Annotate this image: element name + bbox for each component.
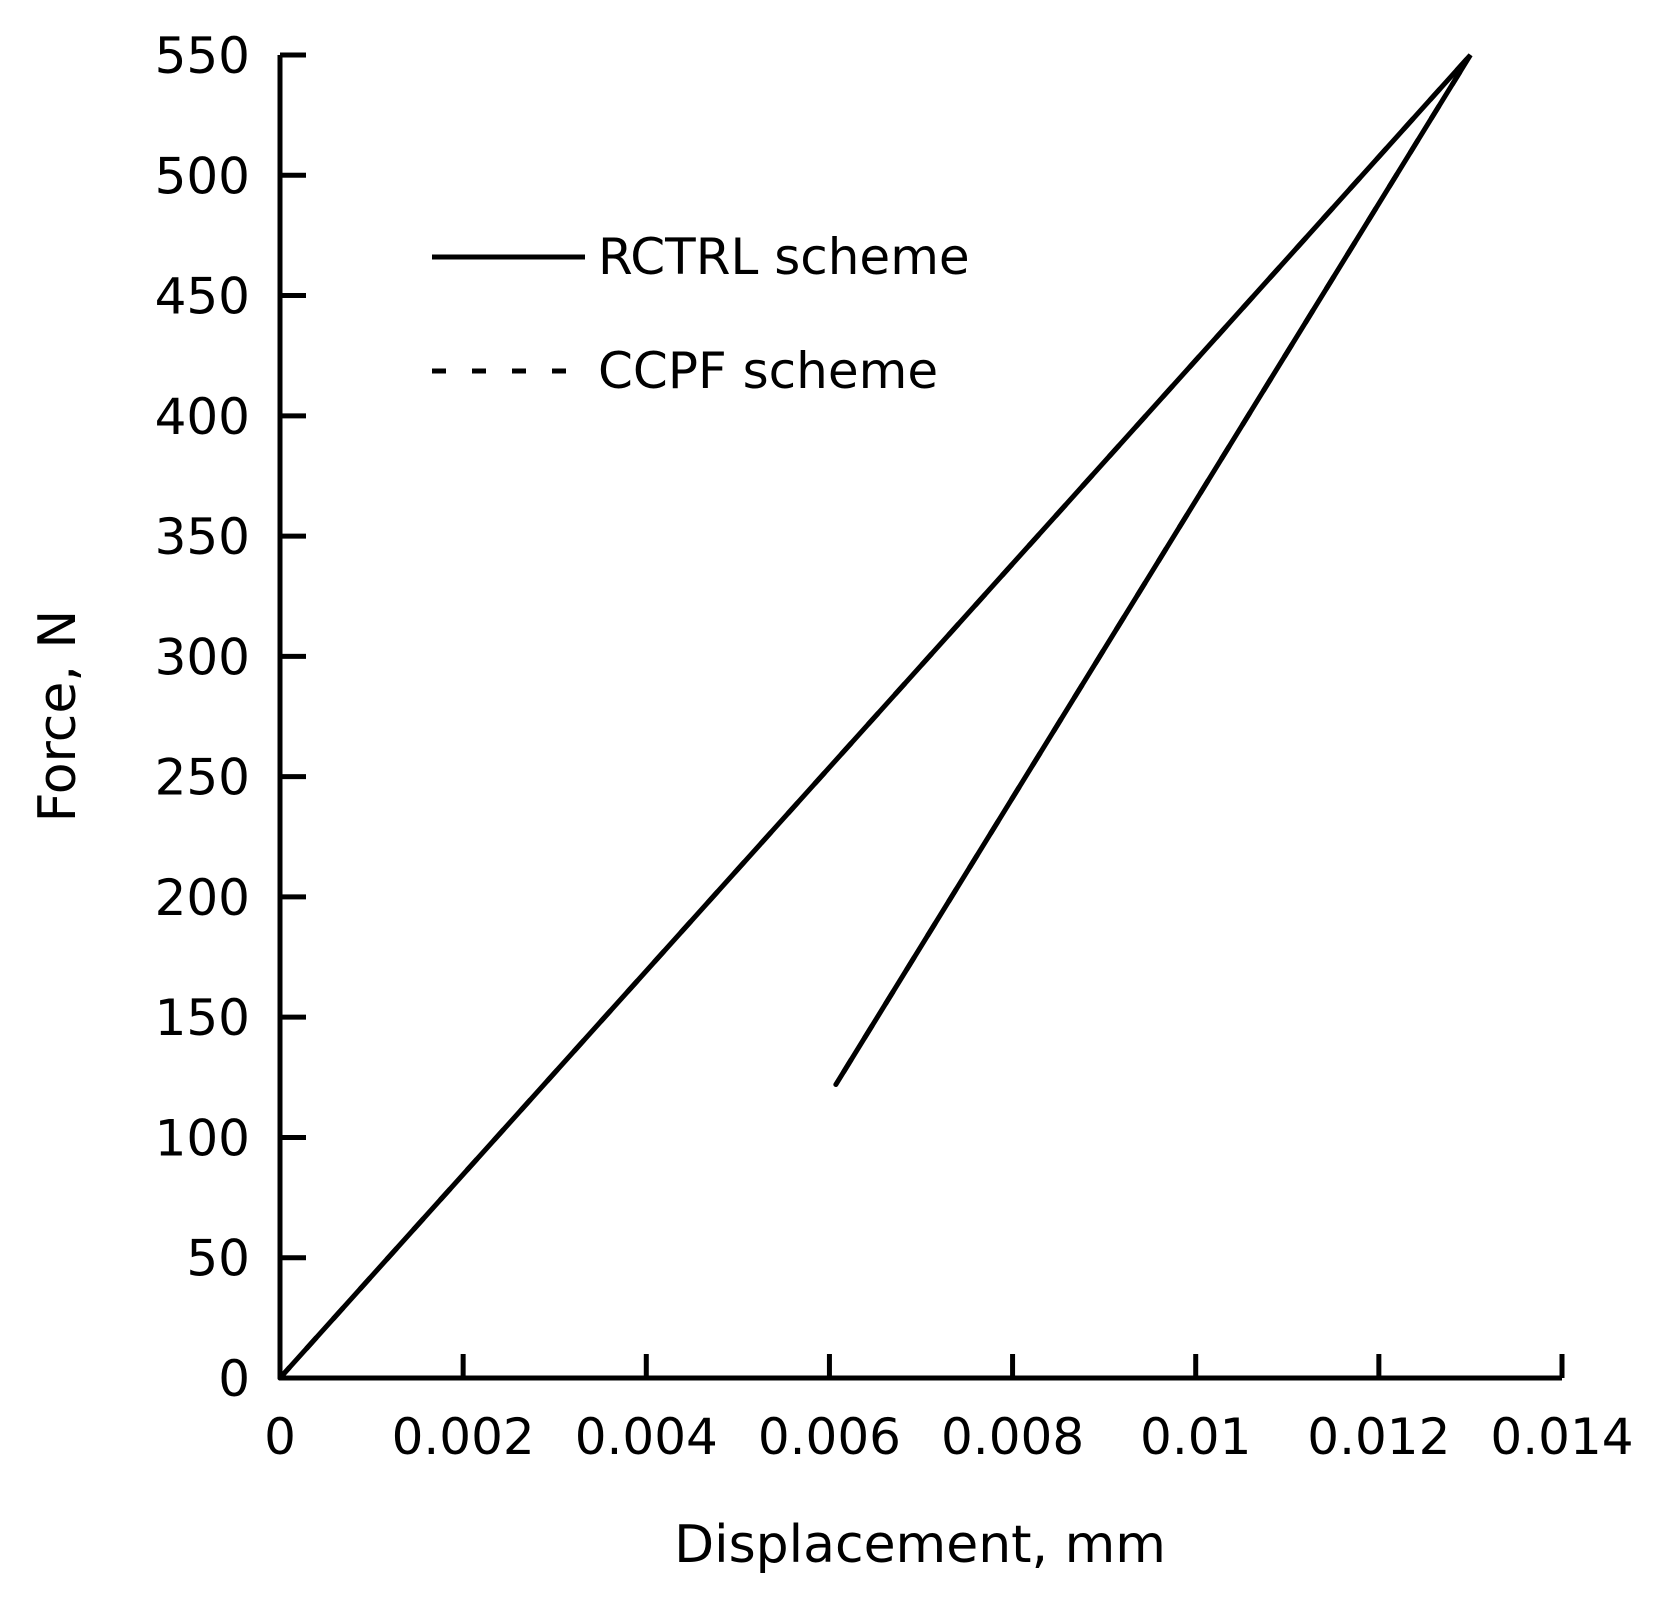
y-tick-label: 550 [155,27,250,85]
x-tick-label: 0.01 [1140,1408,1251,1466]
x-axis-title: Displacement, mm [674,1515,1166,1575]
y-tick-label: 50 [186,1230,250,1288]
ticks [280,52,1565,1378]
y-tick-label: 250 [155,749,250,807]
plot-lines [277,53,1473,1381]
y-tick-label: 100 [155,1109,250,1167]
x-tick-label: 0.012 [1307,1408,1450,1466]
y-axis-title: Force, N [28,610,88,823]
y-tick-label: 400 [155,388,250,446]
x-tick-label: 0.002 [392,1408,535,1466]
legend-label-ccpf: CCPF scheme [598,342,938,400]
legend: RCTRL scheme CCPF scheme [432,228,970,400]
y-tick-label: 200 [155,869,250,927]
axes [277,55,1562,1381]
x-tick-label: 0.014 [1490,1408,1633,1466]
x-tick-label: 0.006 [758,1408,901,1466]
x-tick-label: 0.008 [941,1408,1084,1466]
y-tick-label: 350 [155,508,250,566]
y-tick-label: 500 [155,147,250,205]
y-tick-label: 300 [155,628,250,686]
x-tick-label: 0.004 [575,1408,718,1466]
y-tick-label: 150 [155,989,250,1047]
x-tick-label: 0 [264,1408,296,1466]
legend-label-rctrl: RCTRL scheme [598,228,970,286]
y-tick-label: 450 [155,268,250,326]
y-tick-label: 0 [218,1350,250,1408]
tick-labels: 0 0.002 0.004 0.006 0.008 0.01 0.012 0.014 0 50 10… [155,27,1634,1466]
series-line-rctrl [277,53,1473,1381]
